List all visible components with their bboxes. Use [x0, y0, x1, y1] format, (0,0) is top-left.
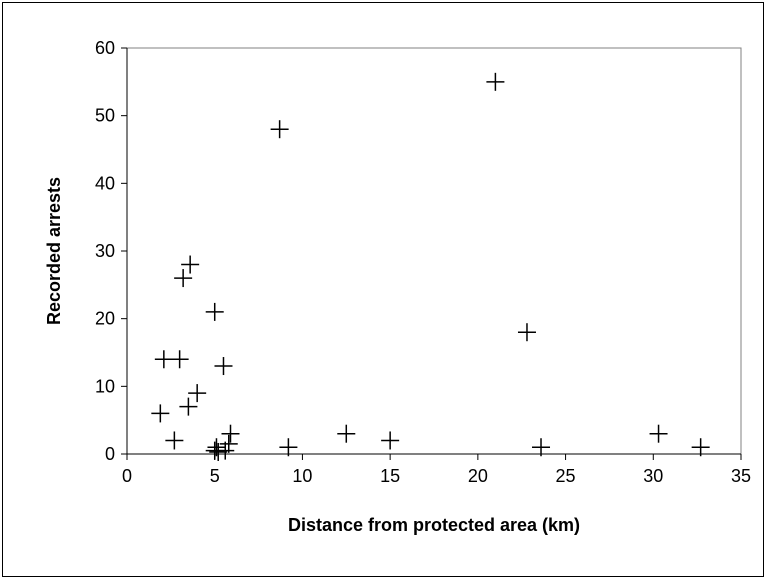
- data-point: [337, 424, 356, 443]
- x-tick-label: 25: [556, 466, 576, 486]
- data-point: [221, 424, 240, 443]
- y-tick-label: 10: [95, 376, 115, 396]
- data-point: [205, 302, 224, 321]
- data-point: [170, 350, 189, 369]
- x-tick-label: 10: [292, 466, 312, 486]
- x-tick-label: 5: [210, 466, 220, 486]
- data-point: [216, 441, 235, 460]
- x-axis-title: Distance from protected area (km): [288, 515, 580, 535]
- data-point: [279, 438, 298, 457]
- x-axis-ticks: 0 5 10 15 20 25 30 35: [122, 454, 751, 486]
- x-tick-label: 30: [643, 466, 663, 486]
- y-tick-label: 30: [95, 241, 115, 261]
- data-point: [179, 397, 198, 416]
- data-point: [181, 255, 200, 274]
- data-point: [207, 438, 226, 457]
- data-point: [691, 438, 710, 457]
- x-tick-label: 15: [380, 466, 400, 486]
- data-point: [209, 442, 228, 461]
- data-point: [381, 431, 400, 450]
- data-point: [219, 434, 238, 453]
- x-tick-label: 20: [468, 466, 488, 486]
- data-point: [532, 438, 551, 457]
- data-point: [154, 350, 173, 369]
- data-point: [517, 323, 536, 342]
- y-axis-ticks: 0 10 20 30 40 50 60: [95, 38, 127, 464]
- data-point: [270, 120, 289, 139]
- y-tick-label: 50: [95, 106, 115, 126]
- y-axis-title: Recorded arrests: [44, 177, 64, 325]
- x-tick-label: 0: [122, 466, 132, 486]
- data-point: [649, 424, 668, 443]
- data-point: [165, 431, 184, 450]
- data-point: [174, 269, 193, 288]
- data-point: [214, 357, 233, 376]
- data-points: [151, 72, 710, 461]
- y-tick-label: 20: [95, 309, 115, 329]
- data-point: [188, 384, 207, 403]
- x-tick-label: 35: [731, 466, 751, 486]
- data-point: [151, 404, 170, 423]
- y-tick-label: 40: [95, 173, 115, 193]
- y-tick-label: 0: [105, 444, 115, 464]
- plot-area: [126, 47, 742, 455]
- y-tick-label: 60: [95, 38, 115, 58]
- data-point: [486, 72, 505, 91]
